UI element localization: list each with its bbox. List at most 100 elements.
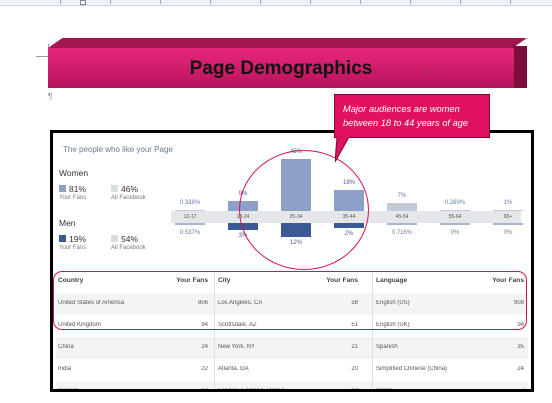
age-label-65+: 65+ [503,214,513,220]
ruler-tick [160,0,161,4]
highlight-ellipse [239,150,369,270]
women-facebook-pct: 46% [121,184,139,194]
men-bar-45-54[interactable] [387,223,417,225]
women-bar-45-54[interactable] [387,202,417,211]
men-bar-13-17[interactable] [175,223,205,225]
table-row[interactable]: United States of America 806 Los Angeles, … [56,293,528,315]
ruler-tick [60,0,61,4]
demographics-screenshot: The people who like your Page Women 81% … [50,130,534,392]
men-facebook-pct: 54% [121,234,139,244]
header-city: City [218,277,231,284]
table-cell: Atlanta, GA [218,366,249,372]
table-cell: 7 [520,388,524,392]
table-cell: 94 [201,322,208,328]
ruler-tick [410,0,411,4]
women-facebook-swatch [111,185,118,192]
table-cell: 18 [351,388,358,392]
column-divider [214,359,215,381]
women-bar-65+[interactable] [493,209,523,211]
men-facebook-label: All Facebook [111,245,146,251]
paragraph-mark-icon: ↵ [423,66,431,76]
ruler-tick [210,0,211,4]
women-bar-55-64[interactable] [440,209,470,211]
men-fans-label: Your Fans [59,245,87,251]
table-cell: English (UK) [376,322,410,328]
women-pct-65+: 1% [503,199,513,206]
ruler-tick [510,0,511,4]
callout-text: Major audiences are women between 18 to … [343,104,469,128]
men-pct-45-54: 0.716% [391,230,413,236]
table-cell: 909 [513,300,524,306]
table-cell: Spanish [376,344,398,350]
table-cell: 22 [201,366,208,372]
table-row[interactable]: India 22 Atlanta, GA 20 Simplified Chinese (… [56,359,528,381]
table-cell: 51 [351,322,358,328]
column-divider [214,315,215,337]
men-fans-swatch [59,235,66,242]
table-row[interactable]: Canada 13 London, England, United ... 18 Pol… [56,381,528,392]
men-pct-65+: 0% [503,230,513,236]
women-pct-55-64: 0.269% [444,199,466,206]
highlight-rounded-box [53,271,527,330]
indent-marker[interactable] [80,0,86,5]
table-cell: 35 [517,344,524,350]
men-bar-55-64[interactable] [440,223,470,225]
table-cell: 24 [517,366,524,372]
column-divider [372,293,373,315]
age-label-45-54: 45-54 [395,214,409,220]
column-divider [214,271,215,293]
women-bar-13-17[interactable] [175,209,205,211]
table-cell: London, England, United ... [218,388,291,392]
column-divider [372,359,373,381]
men-facebook-swatch [111,235,118,242]
table-cell: Los Angeles, CA [218,300,263,306]
header-language-fans: Your Fans [492,277,524,284]
column-divider [372,381,373,389]
column-divider [372,315,373,337]
column-divider [214,381,215,389]
table-row[interactable]: China 24 New York, NY 21 Spanish 35 [56,337,528,359]
men-fans-pct: 19% [69,234,87,244]
header-city-fans: Your Fans [326,277,358,284]
callout-tail [335,137,350,163]
men-label: Men [59,218,76,228]
paragraph-mark-icon: ¶ [48,92,53,101]
table-cell: English (US) [376,300,410,306]
header-country-fans: Your Fans [176,277,208,284]
table-cell: United Kingdom [58,322,101,328]
banner-bevel-top [48,38,527,48]
table-cell: 806 [197,300,208,306]
title-banner: Page Demographics ↵ [48,48,514,88]
page-title: Page Demographics [189,58,373,79]
column-divider [372,271,373,293]
men-pct-13-17: 0.537% [179,230,201,236]
ruler-tick [260,0,261,4]
men-pct-55-64: 0% [450,230,460,236]
women-fans-swatch [59,185,66,192]
women-label: Women [59,168,89,178]
table-cell: Scottsdale, AZ [218,322,257,328]
table-cell: 58 [351,300,358,306]
table-cell: 20 [351,366,358,372]
table-cell: Polish [376,388,393,392]
ruler[interactable] [0,0,552,6]
ruler-tick [310,0,311,4]
column-divider [214,293,215,315]
men-bar-65+[interactable] [493,223,523,225]
women-fans-label: Your Fans [59,195,87,201]
header-country: Country [58,277,84,284]
ruler-tick [460,0,461,4]
table-cell: China [58,344,74,350]
women-pct-13-17: 0.338% [179,199,201,206]
insights-heading: The people who like your Page [63,145,173,154]
women-facebook-label: All Facebook [111,195,146,201]
table-cell: New York, NY [218,344,256,350]
table-cell: Simplified Chinese (China) [376,366,448,372]
men-pct-18-24: 3% [238,233,248,240]
header-language: Language [376,277,408,284]
banner-bevel-side [513,46,527,88]
table-cell: Canada [58,388,80,392]
ruler-tick [110,0,111,4]
women-fans-pct: 81% [69,184,87,194]
women-pct-45-54: 7% [397,192,407,199]
